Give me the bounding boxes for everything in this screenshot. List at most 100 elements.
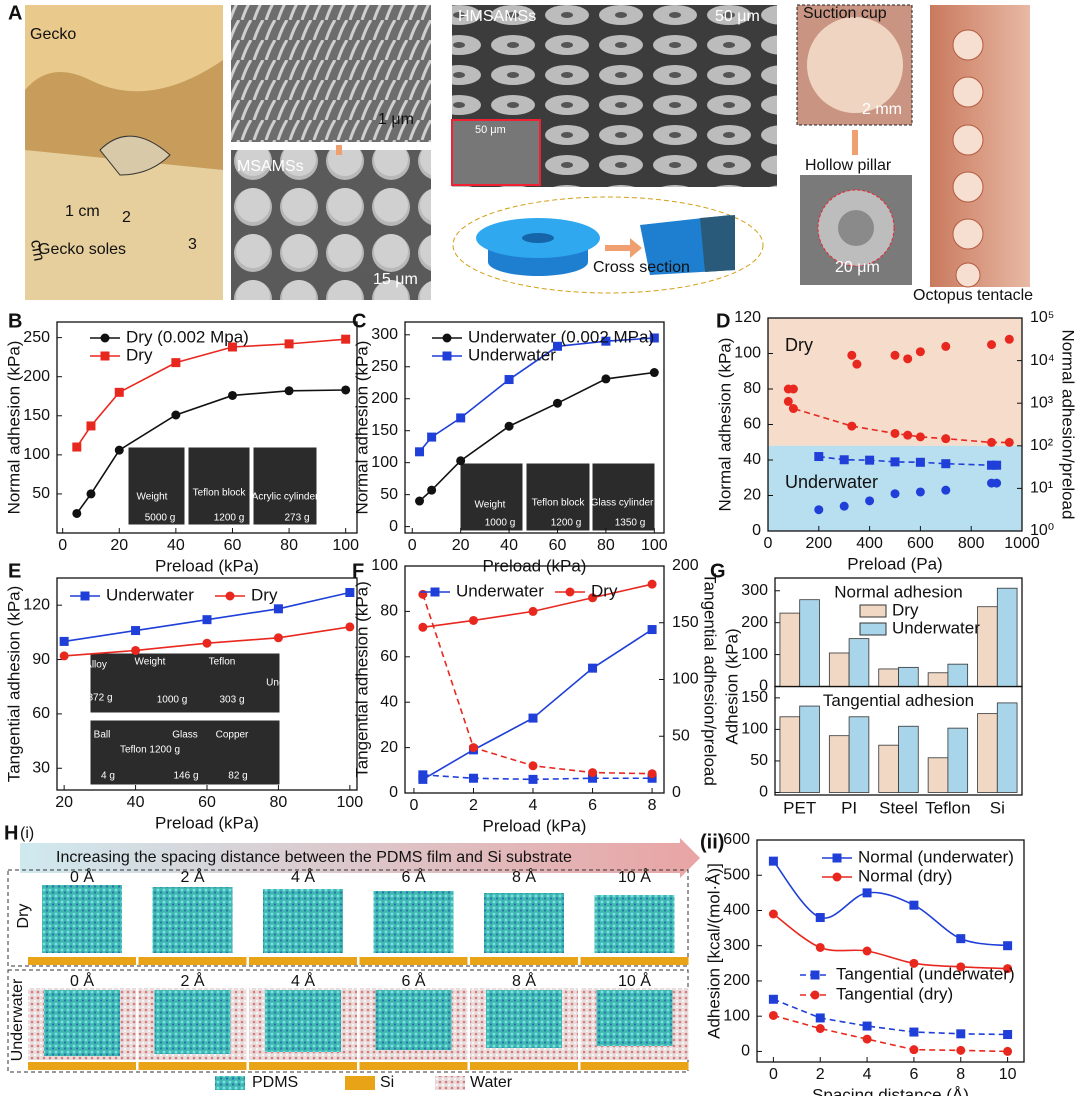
marker	[1004, 437, 1014, 447]
image-label: MSAMSs	[237, 158, 304, 175]
annotation: 5000 g	[145, 513, 176, 524]
y-tick-label: 250	[23, 329, 50, 346]
marker	[865, 455, 875, 465]
x-tick-label: 4	[863, 1066, 872, 1083]
x-tick-label: 600	[907, 535, 934, 552]
bar	[947, 663, 969, 687]
legend-marker	[810, 990, 820, 1000]
legend-label: Dry	[126, 345, 153, 364]
si-substrate	[470, 1062, 578, 1070]
distance-label: 10 Å	[618, 867, 651, 886]
y-tick-label: 100	[371, 454, 398, 471]
x-tick-label: 40	[500, 537, 518, 554]
y-tick-label: 100	[741, 646, 768, 663]
panel-label: G	[710, 560, 726, 582]
y-axis-label: Normal adhesion (kPa)	[352, 341, 371, 515]
x-tick-label: 80	[280, 537, 298, 554]
region-label: Dry	[785, 335, 813, 355]
si-substrate	[580, 957, 689, 965]
annotation: 303 g	[219, 695, 244, 706]
bar	[977, 713, 998, 793]
hollow-pillar-hole	[838, 210, 874, 246]
legend-marker	[100, 351, 110, 361]
y2-tick-label: 10⁵	[1030, 309, 1054, 326]
marker	[601, 374, 611, 384]
scale-label: 2 mm	[862, 101, 902, 118]
panel-label: H	[4, 822, 18, 844]
y-tick-label: 100	[723, 1007, 750, 1024]
x-tick-label: 10	[999, 1066, 1017, 1083]
legend-label: Underwater	[468, 345, 556, 364]
x-tick-label: 0	[769, 1066, 778, 1083]
x-tick-label: 6	[588, 797, 597, 814]
marker	[341, 334, 351, 344]
bar	[848, 716, 870, 793]
inset-photo	[525, 462, 591, 532]
plot-frame	[756, 839, 1025, 1063]
si-substrate	[359, 957, 468, 965]
legend-label: Normal (dry)	[858, 866, 952, 885]
panel-label: E	[8, 560, 21, 582]
marker	[862, 946, 872, 956]
marker	[915, 487, 925, 497]
marker	[114, 387, 124, 397]
marker	[987, 460, 997, 470]
suction-cup	[807, 17, 903, 113]
row-label: Underwater	[9, 978, 26, 1061]
marker	[847, 421, 857, 431]
scale-label: 1 μm	[378, 111, 414, 128]
marker	[941, 485, 951, 495]
marker	[456, 413, 466, 423]
x-tick-label: 0	[764, 535, 773, 552]
scale-label: 50 μm	[715, 8, 760, 25]
sem-hairs	[231, 5, 431, 142]
gecko-foot	[99, 135, 171, 176]
marker	[890, 428, 900, 438]
y-tick-label: 150	[23, 407, 50, 424]
photo-label: Gecko	[30, 26, 76, 43]
pdms-block	[596, 990, 673, 1046]
marker	[504, 421, 514, 431]
marker	[941, 459, 951, 469]
y-tick-label: 120	[734, 309, 761, 326]
marker	[839, 501, 849, 511]
diagram-label: Cross section	[593, 259, 690, 276]
photo-label: Gecko soles	[38, 241, 126, 258]
x-tick-label: 0	[58, 537, 67, 554]
annotation: 1350 g	[615, 518, 646, 529]
marker	[528, 774, 538, 784]
scale-label: 50 μm	[475, 124, 506, 136]
bar	[996, 587, 1018, 687]
image-label: HMSAMSs	[458, 8, 536, 25]
x-tick-label: 80	[270, 794, 288, 811]
legend-label: Dry	[251, 585, 278, 604]
bar	[779, 716, 801, 793]
y-tick-label: 20	[380, 739, 398, 756]
x-tick-label: Teflon	[925, 798, 970, 817]
y-tick-label: 150	[371, 422, 398, 439]
marker	[284, 386, 294, 396]
marker	[815, 1013, 825, 1023]
marker	[427, 485, 437, 495]
marker	[418, 774, 428, 784]
x-tick-label: 1000	[1004, 535, 1040, 552]
panel-h: H (i) Increasing the spacing distance be…	[4, 822, 700, 1091]
marker	[768, 856, 778, 866]
marker	[273, 604, 283, 614]
marker	[788, 404, 798, 414]
marker	[468, 743, 478, 753]
marker	[273, 633, 283, 643]
x-tick-label: 80	[597, 537, 615, 554]
y2-axis-label: Tangential adhesion/preload	[701, 573, 720, 786]
legend-label: Normal (underwater)	[858, 847, 1014, 866]
marker	[1003, 1046, 1013, 1056]
annotation: Teflon block	[193, 488, 247, 499]
marker	[86, 421, 96, 431]
annotation: 1000 g	[157, 695, 188, 706]
annotation: Teflon	[209, 657, 236, 668]
y-tick-label: 250	[371, 358, 398, 375]
marker	[890, 457, 900, 467]
marker	[987, 340, 997, 350]
marker	[909, 1045, 919, 1055]
annotation: Weight	[137, 492, 168, 503]
